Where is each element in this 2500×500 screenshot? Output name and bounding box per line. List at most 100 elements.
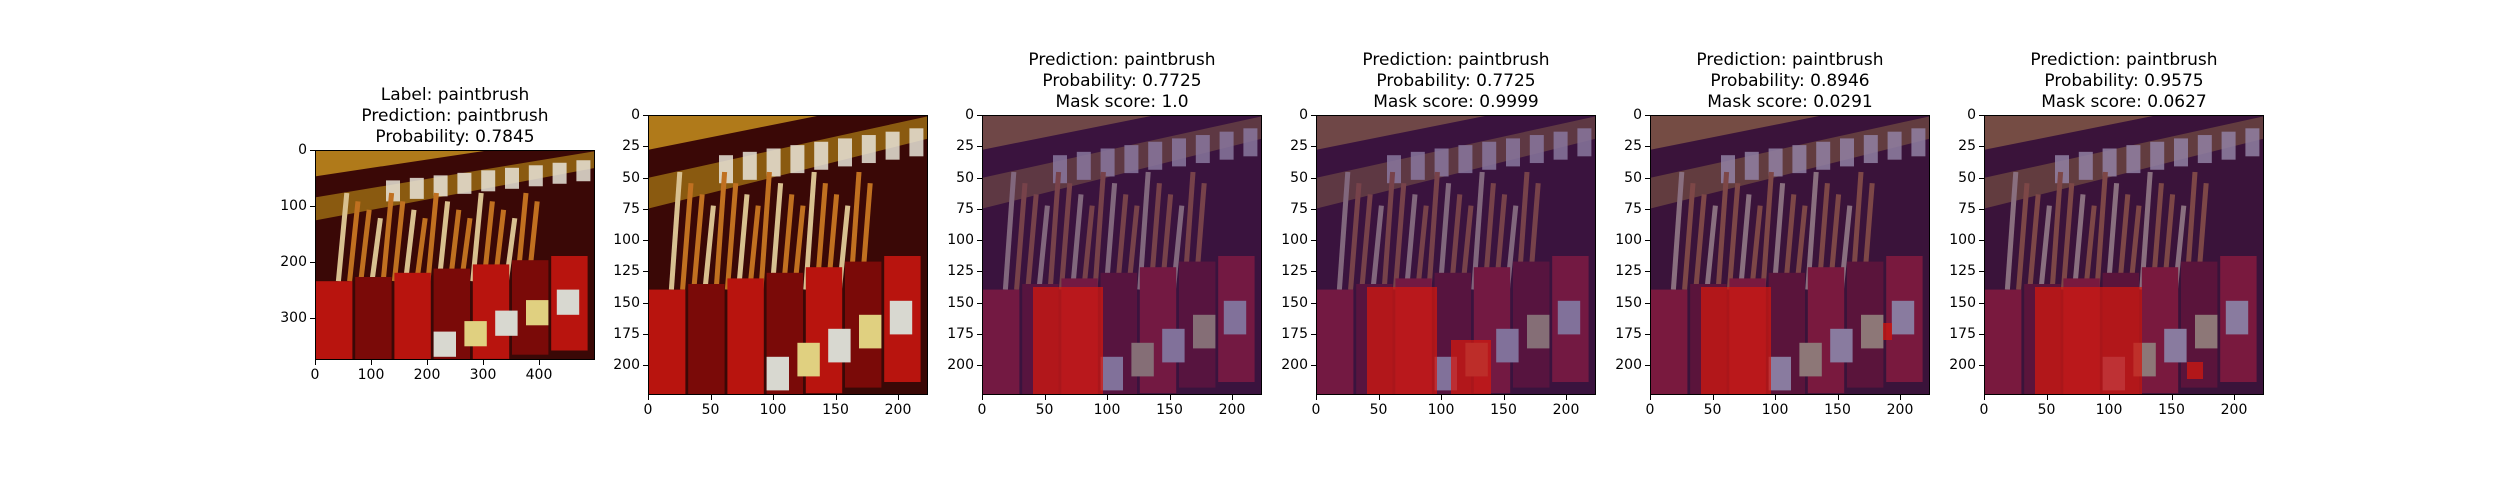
y-tick-label: 0	[298, 142, 307, 158]
y-tick-mark	[1645, 302, 1650, 304]
x-tick-mark	[371, 360, 372, 365]
x-tick-label: 0	[1311, 402, 1321, 418]
panel-title: Prediction: paintbrush Probability: 0.894…	[1650, 50, 1930, 113]
y-tick-label: 75	[622, 200, 640, 217]
y-tick-mark	[977, 177, 982, 179]
y-tick-mark	[1645, 115, 1650, 116]
x-tick-label: 150	[1156, 402, 1183, 418]
paintbrush-scene	[649, 116, 927, 394]
mask-region	[1701, 286, 1772, 394]
x-tick-label: 50	[1369, 402, 1388, 418]
x-tick-mark	[982, 395, 983, 400]
y-tick-label: 50	[1290, 169, 1308, 186]
y-tick-label: 25	[1290, 138, 1308, 155]
y-tick-mark	[1979, 208, 1984, 210]
panel-resized: 0 25 50 75 100 125 150 175 200 0 50 100 150 200	[613, 0, 928, 500]
y-tick-label: 175	[1949, 325, 1976, 342]
title-line: Prediction: paintbrush	[1028, 50, 1216, 70]
panel-title: Prediction: paintbrush Probability: 0.957…	[1984, 50, 2264, 113]
y-tick-mark	[1979, 177, 1984, 179]
x-tick-label: 100	[2095, 402, 2123, 418]
y-tick-mark	[1645, 146, 1650, 148]
title-line: Prediction: paintbrush	[1362, 50, 1550, 70]
y-tick-label: 200	[947, 357, 974, 373]
y-tick-mark	[977, 208, 982, 210]
y-tick-label: 25	[1624, 138, 1642, 155]
x-tick-label: 150	[822, 402, 849, 418]
panel-original: Label: paintbrush Prediction: paintbrush P…	[280, 0, 595, 500]
x-tick-label: 150	[1490, 402, 1517, 418]
title-line: Probability: 0.7725	[1042, 71, 1202, 91]
x-tick-label: 200	[1552, 402, 1580, 418]
x-tick-mark	[1232, 395, 1233, 400]
y-tick-label: 50	[1624, 169, 1642, 186]
y-tick-mark	[977, 115, 982, 116]
y-tick-label: 0	[965, 107, 974, 123]
y-tick-mark	[643, 302, 648, 304]
x-tick-mark	[835, 395, 837, 400]
y-tick-mark	[310, 318, 315, 319]
y-tick-mark	[1311, 177, 1316, 179]
mask-region	[2035, 286, 2106, 394]
y-tick-mark	[1979, 240, 1984, 241]
x-tick-label: 0	[977, 402, 987, 418]
y-tick-mark	[1979, 115, 1984, 116]
x-tick-mark	[648, 395, 649, 400]
mask-overlay	[1651, 116, 1929, 394]
y-tick-mark	[977, 240, 982, 241]
y-tick-label: 75	[1624, 200, 1642, 217]
title-line: Prediction: paintbrush	[2030, 50, 2218, 70]
panel-mask-4: Prediction: paintbrush Probability: 0.957…	[1949, 0, 2264, 500]
x-tick-mark	[1900, 395, 1901, 400]
title-line: Probability: 0.9575	[2044, 71, 2204, 91]
y-tick-label: 50	[956, 169, 974, 186]
y-tick-label: 0	[1967, 107, 1976, 123]
y-tick-label: 100	[1615, 232, 1642, 248]
y-tick-mark	[1311, 302, 1316, 304]
y-tick-mark	[1645, 177, 1650, 179]
title-line: Mask score: 0.0627	[2041, 92, 2207, 112]
y-tick-mark	[310, 262, 315, 263]
x-tick-mark	[1566, 395, 1567, 400]
x-tick-label: 50	[701, 402, 720, 418]
y-tick-label: 25	[956, 138, 974, 155]
y-tick-mark	[977, 365, 982, 366]
y-tick-mark	[1645, 240, 1650, 241]
x-tick-label: 50	[1035, 402, 1054, 418]
image-axes	[1316, 115, 1596, 395]
y-tick-label: 175	[613, 325, 640, 342]
y-tick-label: 0	[631, 107, 640, 123]
y-tick-label: 150	[1281, 294, 1308, 311]
y-tick-label: 100	[280, 198, 307, 214]
y-tick-mark	[977, 302, 982, 304]
y-tick-mark	[1311, 208, 1316, 210]
x-tick-label: 100	[1427, 402, 1455, 418]
x-tick-mark	[1712, 395, 1714, 400]
y-tick-label: 75	[956, 200, 974, 217]
y-tick-label: 25	[622, 138, 640, 155]
x-tick-mark	[1503, 395, 1505, 400]
x-tick-mark	[1837, 395, 1839, 400]
x-tick-mark	[1316, 395, 1317, 400]
y-tick-mark	[310, 150, 315, 151]
x-tick-mark	[1984, 395, 1985, 400]
y-tick-mark	[643, 177, 648, 179]
y-tick-mark	[1311, 333, 1316, 335]
x-tick-label: 50	[2037, 402, 2056, 418]
y-tick-mark	[1979, 365, 1984, 366]
y-tick-label: 100	[1281, 232, 1308, 248]
y-tick-mark	[643, 271, 648, 273]
y-tick-label: 150	[1949, 294, 1976, 311]
mask-region	[2105, 286, 2142, 394]
x-tick-label: 0	[310, 367, 320, 383]
x-tick-label: 0	[1979, 402, 1989, 418]
image-axes	[1650, 115, 1930, 395]
paintbrush-scene	[316, 151, 594, 359]
panel-mask-2: Prediction: paintbrush Probability: 0.772…	[1281, 0, 1596, 500]
x-tick-label: 100	[1093, 402, 1121, 418]
title-line: Prediction: paintbrush	[361, 106, 549, 126]
y-tick-mark	[643, 240, 648, 241]
y-tick-mark	[977, 271, 982, 273]
x-tick-mark	[2234, 395, 2235, 400]
y-tick-label: 50	[1958, 169, 1976, 186]
